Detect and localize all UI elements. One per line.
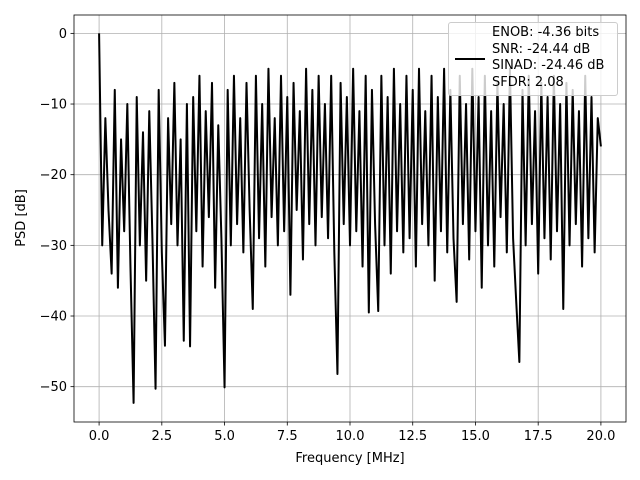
legend: ENOB: -4.36 bits SNR: -24.44 dB SINAD: -… [448, 22, 618, 96]
x-tick-label: 7.5 [277, 429, 298, 444]
y-tick-label: −10 [40, 98, 67, 113]
y-tick-label: −50 [40, 380, 67, 395]
y-tick-label: −30 [40, 239, 67, 254]
data-line [98, 33, 602, 404]
y-axis-label: PSD [dB] [14, 189, 29, 247]
legend-label: ENOB: -4.36 bits SNR: -24.44 dB SINAD: -… [492, 25, 605, 90]
legend-swatch [455, 58, 485, 60]
y-tick-label: −40 [40, 310, 67, 325]
x-tick-label: 5.0 [214, 429, 235, 444]
plot-frame [73, 14, 627, 423]
x-tick-label: 17.5 [524, 429, 553, 444]
x-tick-label: 15.0 [461, 429, 490, 444]
y-tick-label: 0 [59, 27, 67, 42]
x-tick-label: 0.0 [89, 429, 110, 444]
y-tick-label: −20 [40, 168, 67, 183]
x-tick-label: 2.5 [151, 429, 172, 444]
x-axis-label: Frequency [MHz] [295, 451, 404, 466]
x-tick-label: 12.5 [398, 429, 427, 444]
x-tick-label: 20.0 [586, 429, 615, 444]
x-tick-label: 10.0 [336, 429, 365, 444]
